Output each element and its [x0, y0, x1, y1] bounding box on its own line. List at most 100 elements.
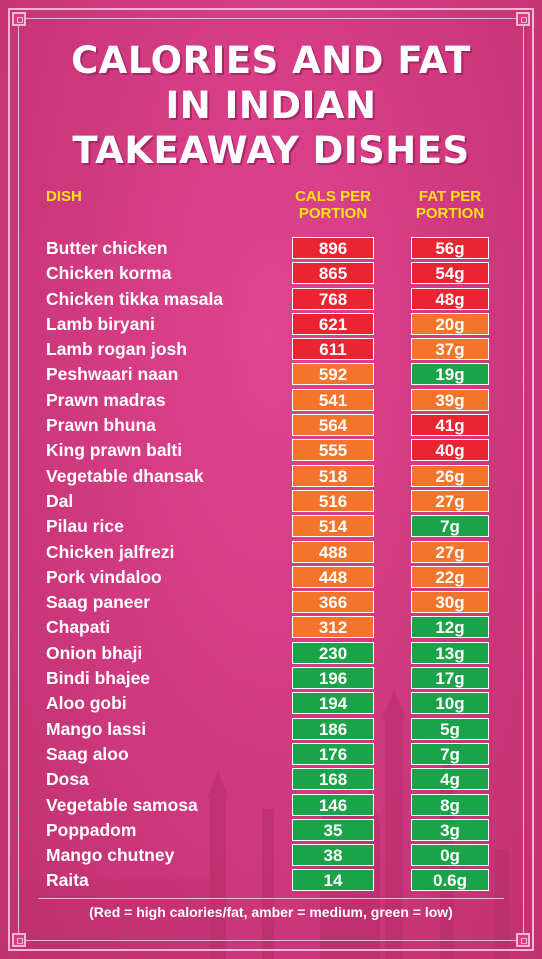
calories-cell: 14	[292, 869, 374, 892]
calories-cell: 592	[292, 363, 374, 386]
dish-name: Pork vindaloo	[46, 566, 162, 587]
dish-name: Onion bhaji	[46, 642, 143, 663]
table-row: Poppadom 35 3g	[0, 818, 542, 843]
table-row: Prawn madras 541 39g	[0, 388, 542, 413]
fat-cell: 0g	[411, 844, 489, 867]
corner-ornament	[516, 933, 530, 947]
calories-cell: 516	[292, 489, 374, 512]
dish-name: Dal	[46, 490, 74, 511]
table-row: Pork vindaloo 448 22g	[0, 565, 542, 590]
table-row: Peshwaari naan 592 19g	[0, 362, 542, 387]
dish-name: Prawn madras	[46, 389, 166, 410]
column-header-line: CALS PER	[295, 188, 371, 205]
calories-cell: 768	[292, 287, 374, 310]
table-row: Butter chicken 896 56g	[0, 236, 542, 261]
corner-ornament	[12, 933, 26, 947]
corner-ornament	[516, 12, 530, 26]
fat-cell: 13g	[411, 641, 489, 664]
fat-cell: 12g	[411, 616, 489, 639]
fat-cell: 4g	[411, 768, 489, 791]
fat-cell: 22g	[411, 565, 489, 588]
calories-cell: 168	[292, 768, 374, 791]
calories-cell: 176	[292, 742, 374, 765]
column-header-line: FAT PER	[418, 188, 482, 205]
fat-cell: 39g	[411, 388, 489, 411]
dish-name: Chicken tikka masala	[46, 288, 224, 309]
table-row: Aloo gobi 194 10g	[0, 691, 542, 716]
table-row: Vegetable samosa 146 8g	[0, 793, 542, 818]
fat-cell: 48g	[411, 287, 489, 310]
fat-cell: 41g	[411, 414, 489, 437]
dish-name: Butter chicken	[46, 238, 168, 258]
fat-cell: 5g	[411, 717, 489, 740]
calories-cell: 611	[292, 338, 374, 361]
table-row: Mango chutney 38 0g	[0, 843, 542, 868]
calories-cell: 514	[292, 515, 374, 538]
outer-border	[8, 8, 534, 951]
dish-name: Vegetable samosa	[46, 794, 198, 815]
calories-cell: 230	[292, 641, 374, 664]
table-row: Raita 14 0.6g	[0, 868, 542, 893]
dish-name: Mango chutney	[46, 845, 175, 866]
dish-name: Dosa	[46, 769, 89, 790]
fat-cell: 3g	[411, 818, 489, 841]
dish-name: Peshwaari naan	[46, 364, 179, 385]
calories-cell: 564	[292, 414, 374, 437]
fat-cell: 7g	[411, 515, 489, 538]
table-row: Mango lassi 186 5g	[0, 717, 542, 742]
table-row: Dal 516 27g	[0, 489, 542, 514]
calories-cell: 541	[292, 388, 374, 411]
calories-cell: 366	[292, 591, 374, 614]
table-row: Saag aloo 176 7g	[0, 742, 542, 767]
fat-cell: 0.6g	[411, 869, 489, 892]
title-line: TAKEAWAY DISHES	[72, 129, 470, 172]
calories-cell: 146	[292, 793, 374, 816]
calories-cell: 518	[292, 464, 374, 487]
table-row: Vegetable dhansak 518 26g	[0, 464, 542, 489]
fat-cell: 19g	[411, 363, 489, 386]
fat-cell: 37g	[411, 338, 489, 361]
dish-name: Mango lassi	[46, 718, 147, 739]
column-header-cals: CALS PER PORTION	[292, 188, 374, 222]
calories-cell: 865	[292, 262, 374, 285]
dish-name: Lamb biryani	[46, 313, 155, 334]
dish-name: Saag paneer	[46, 592, 151, 613]
dish-name: Raita	[46, 870, 89, 891]
fat-cell: 10g	[411, 692, 489, 715]
fat-cell: 30g	[411, 591, 489, 614]
calories-cell: 186	[292, 717, 374, 740]
column-header-line: PORTION	[298, 205, 368, 222]
inner-border	[18, 18, 524, 941]
table-row: Lamb rogan josh 611 37g	[0, 337, 542, 362]
fat-cell: 56g	[411, 237, 489, 259]
dish-table: Butter chicken 896 56g Chicken korma 865 54g C…	[0, 236, 542, 894]
dish-name: Bindi bhajee	[46, 668, 151, 689]
calories-cell: 555	[292, 439, 374, 462]
dish-name: Poppadom	[46, 819, 137, 840]
footnote: (Red = high calories/fat, amber = medium…	[89, 904, 453, 920]
calories-cell: 312	[292, 616, 374, 639]
fat-cell: 17g	[411, 667, 489, 690]
table-row: Lamb biryani 621 20g	[0, 312, 542, 337]
fat-cell: 27g	[411, 489, 489, 512]
table-row: King prawn balti 555 40g	[0, 438, 542, 463]
table-row: Chapati 312 12g	[0, 615, 542, 640]
dish-name: Aloo gobi	[46, 693, 127, 714]
fat-cell: 7g	[411, 742, 489, 765]
table-row: Onion bhaji 230 13g	[0, 641, 542, 666]
fat-cell: 27g	[411, 540, 489, 563]
table-row: Saag paneer 366 30g	[0, 590, 542, 615]
column-header-dish: DISH	[46, 188, 82, 205]
table-row: Chicken korma 865 54g	[0, 261, 542, 286]
calories-cell: 488	[292, 540, 374, 563]
dish-name: Vegetable dhansak	[46, 465, 204, 486]
dish-name: Pilau rice	[46, 516, 124, 537]
table-row: Bindi bhajee 196 17g	[0, 666, 542, 691]
table-row: Dosa 168 4g	[0, 767, 542, 792]
title-line: CALORIES AND FAT	[71, 39, 471, 82]
fat-cell: 26g	[411, 464, 489, 487]
column-header-line: PORTION	[415, 205, 485, 222]
dish-name: Saag aloo	[46, 743, 129, 764]
calories-cell: 194	[292, 692, 374, 715]
